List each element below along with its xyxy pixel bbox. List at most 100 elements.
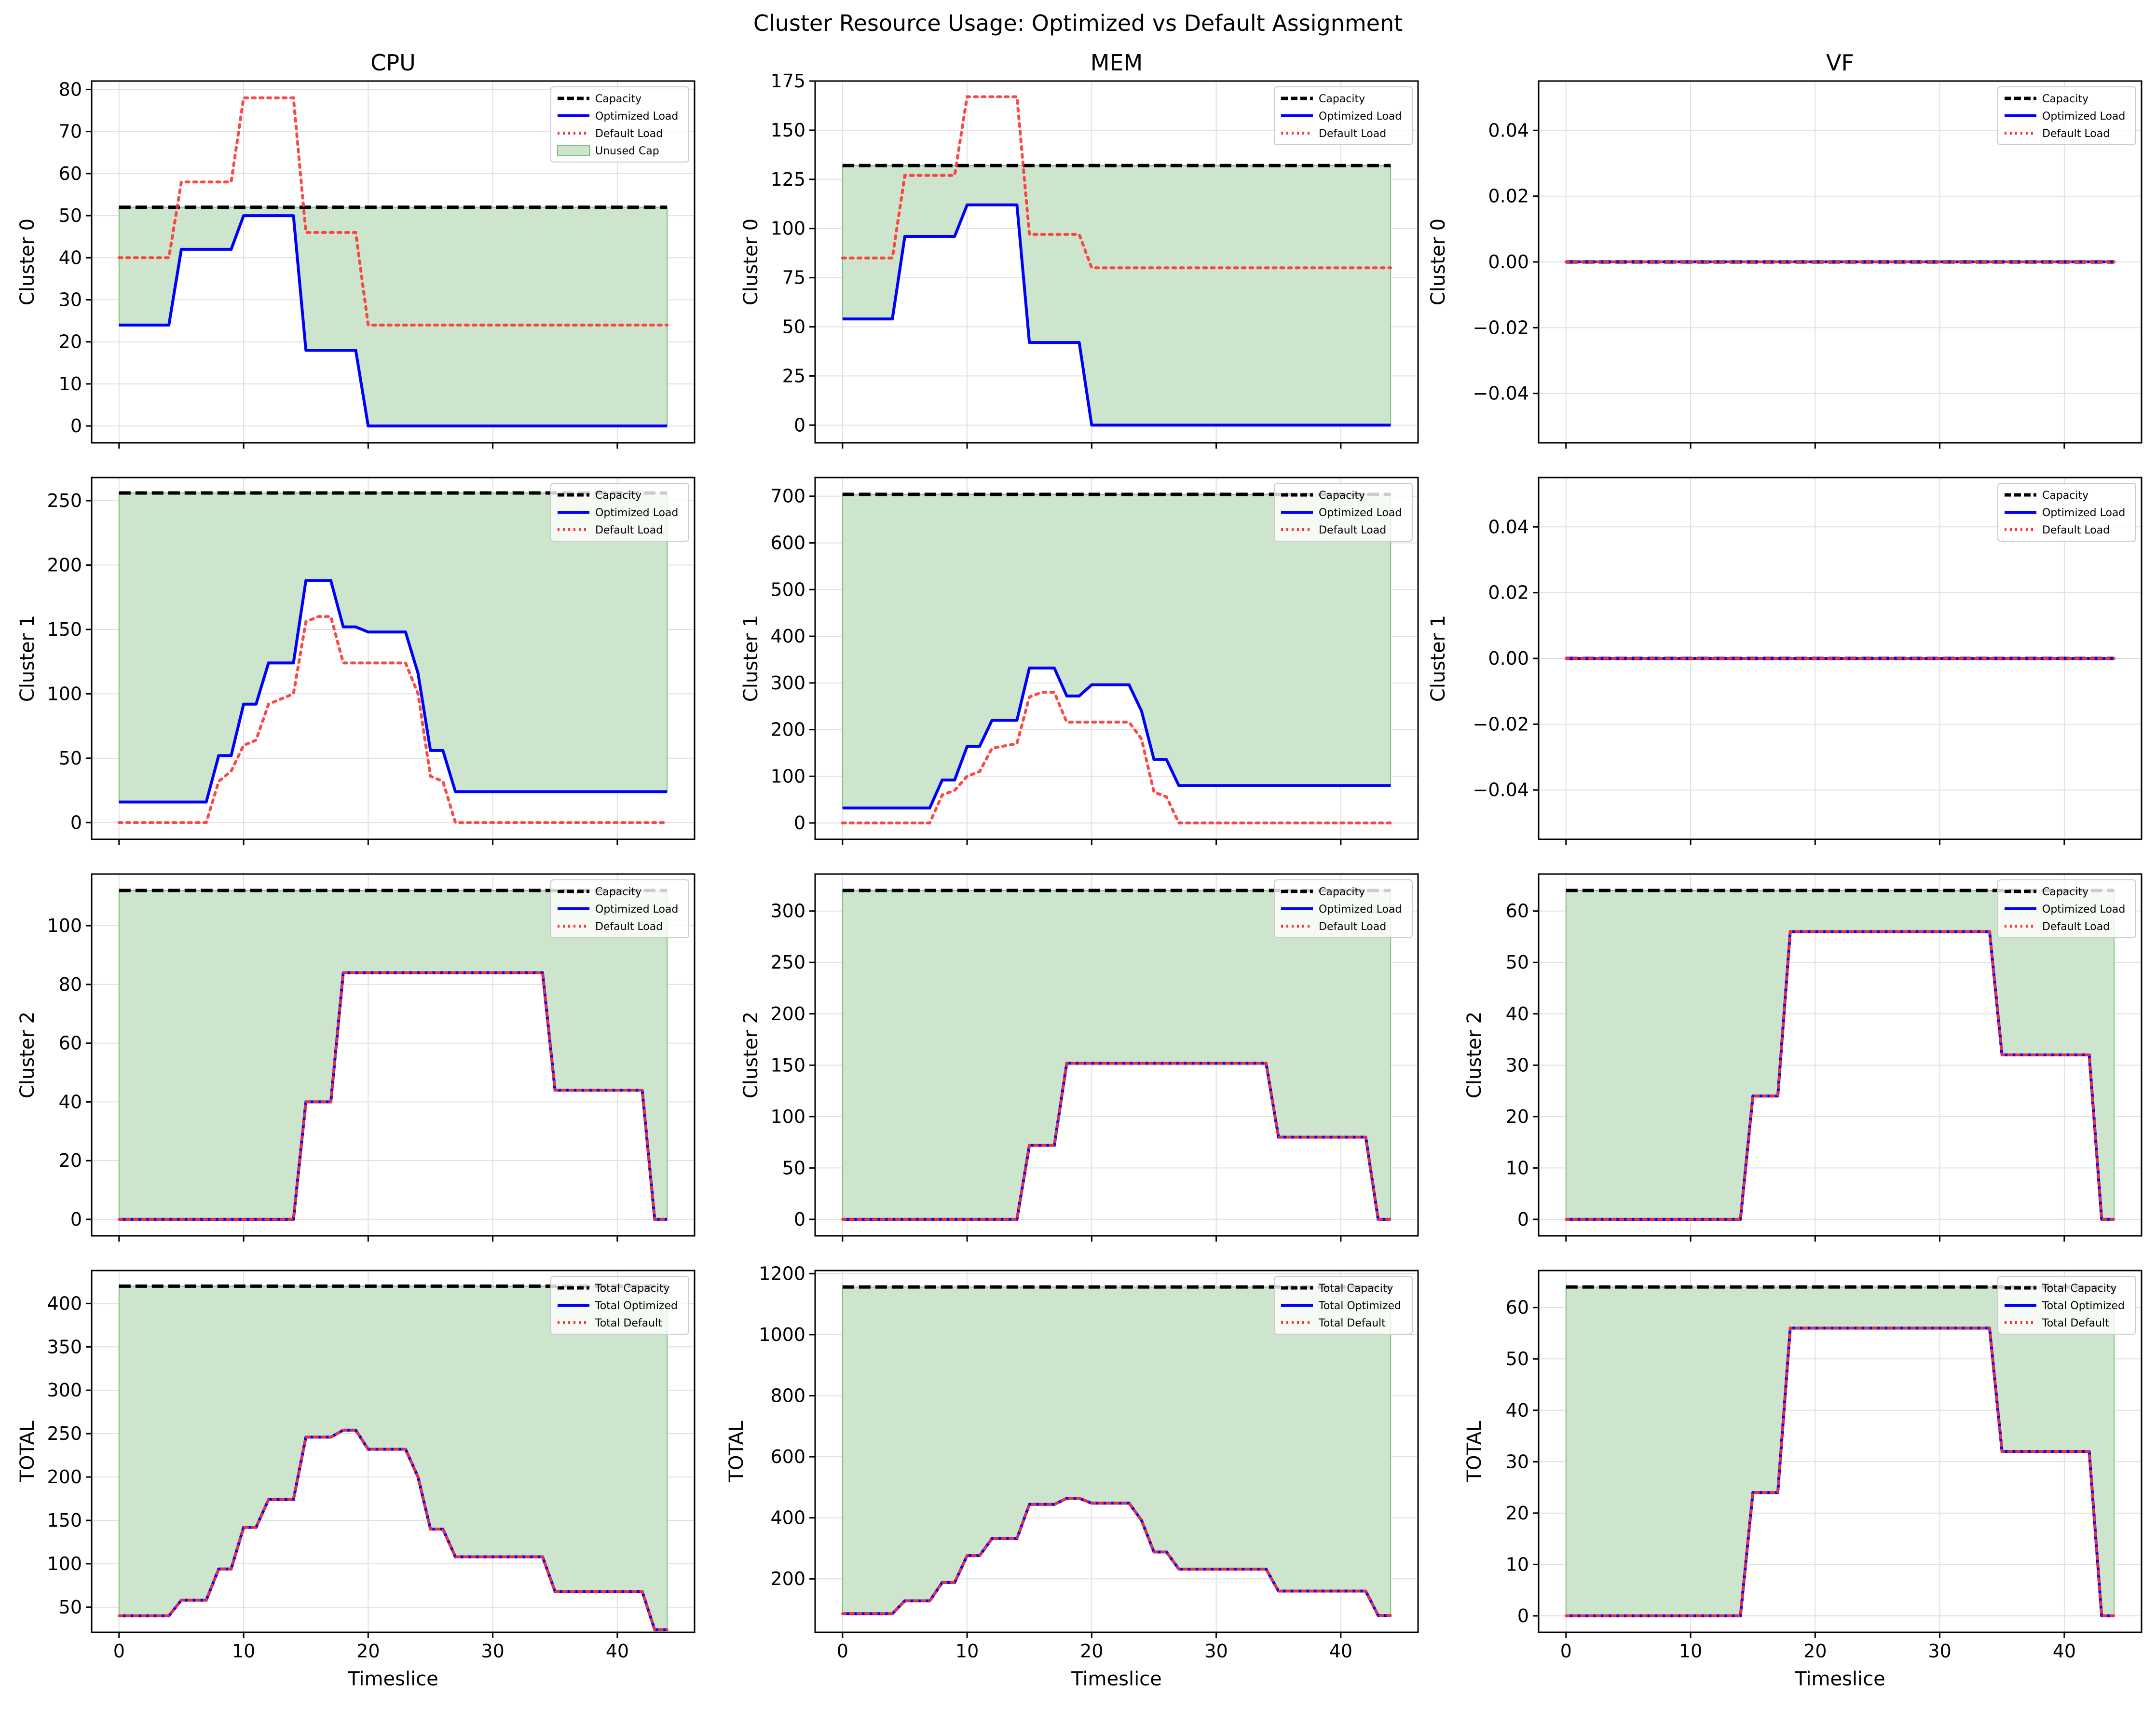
legend-label: Total Capacity — [2042, 1283, 2117, 1295]
x-tick-label: 20 — [1803, 1641, 1827, 1662]
x-axis-label: Timeslice — [1071, 1668, 1162, 1690]
legend: Total Capacity Total Optimized Total Defau… — [1274, 1276, 1413, 1335]
y-tick-label: 100 — [770, 218, 805, 239]
y-tick-label: 20 — [59, 1150, 82, 1171]
default-load-line — [1564, 1326, 2116, 1617]
legend-box — [550, 483, 689, 542]
default-load-line — [841, 1062, 1392, 1221]
y-tick-label: 1000 — [759, 1324, 805, 1345]
y-tick-label: 100 — [770, 766, 805, 787]
legend-label: Unused Cap — [595, 145, 659, 157]
legend-label: Default Load — [595, 524, 663, 536]
x-tick-label: 40 — [2053, 1641, 2076, 1662]
legend-label: Capacity — [2042, 886, 2088, 898]
legend-label: Total Optimized — [595, 1300, 678, 1312]
legend-label: Total Default — [595, 1317, 662, 1329]
y-tick-label: 800 — [770, 1385, 805, 1406]
subplot-cluster-2-mem: 0 50 100 150 200 250 300 Cluster 2 Capacity Optim… — [740, 873, 1419, 1242]
y-tick-label: 0.02 — [1488, 186, 1529, 207]
y-tick-label: 200 — [770, 719, 805, 740]
legend: Capacity Optimized Load Default Load — [1997, 86, 2136, 145]
y-tick-label: 75 — [782, 267, 805, 288]
legend-label: Optimized Load — [1319, 903, 1402, 916]
y-tick-label: 40 — [59, 247, 82, 268]
x-tick-label: 10 — [1679, 1641, 1702, 1662]
x-tick-label: 30 — [1928, 1641, 1951, 1662]
legend-box — [1274, 1276, 1413, 1335]
y-tick-label: 60 — [59, 1033, 82, 1054]
y-tick-label: 20 — [1506, 1503, 1529, 1524]
y-tick-label: 200 — [47, 1466, 82, 1488]
axes-frame — [814, 1270, 1419, 1633]
y-tick-label: 25 — [782, 365, 805, 386]
optimized-load-line — [119, 579, 668, 804]
legend: Capacity Optimized Load Default Load — [1274, 483, 1413, 542]
y-tick-label: 150 — [47, 619, 82, 640]
default-load-line — [841, 95, 1392, 270]
legend-label: Default Load — [1319, 524, 1386, 536]
x-tick-label: 0 — [113, 1641, 125, 1662]
legend: Capacity Optimized Load Default Load — [1274, 879, 1413, 938]
y-tick-label: 60 — [1506, 901, 1529, 922]
y-tick-label: 10 — [59, 373, 82, 395]
x-tick-label: 30 — [1204, 1641, 1228, 1662]
y-tick-label: 0 — [1517, 1209, 1529, 1230]
y-tick-label: 150 — [770, 1054, 805, 1076]
legend-label: Optimized Load — [2042, 110, 2125, 123]
y-tick-label: 125 — [770, 169, 805, 190]
y-tick-label: 50 — [1506, 952, 1529, 973]
subplot-cluster-0-vf: −0.04 −0.02 0.00 0.02 0.04 Cluster 0 VF Capacit… — [1427, 50, 2142, 449]
legend-label: Total Default — [1318, 1317, 1386, 1329]
legend-label: Default Load — [595, 128, 663, 140]
y-tick-label: 20 — [59, 331, 82, 353]
subplot-cluster-0-mem: 0 25 50 75 100 125 150 175 Cluster 0 MEM Capacity O… — [740, 50, 1419, 449]
x-axis-label: Timeslice — [1794, 1668, 1885, 1690]
y-tick-label: 70 — [59, 121, 82, 142]
y-tick-label: 100 — [47, 1553, 82, 1574]
y-tick-label: 0.00 — [1488, 648, 1529, 669]
y-tick-label: 0 — [794, 414, 805, 436]
y-tick-label: 60 — [59, 163, 82, 184]
y-tick-label: 50 — [782, 1157, 805, 1178]
y-tick-label: −0.02 — [1473, 713, 1529, 735]
y-tick-label: 0 — [1517, 1605, 1529, 1627]
y-tick-label: 600 — [770, 1446, 805, 1467]
legend: Total Capacity Total Optimized Total Defau… — [550, 1276, 689, 1335]
subplot-cluster-2-vf: 0 10 20 30 40 50 60 Cluster 2 Capacity Optimized … — [1463, 873, 2142, 1242]
y-tick-label: 300 — [770, 901, 805, 922]
legend-box — [550, 1276, 689, 1335]
legend-label: Optimized Load — [2042, 507, 2125, 519]
legend-label: Capacity — [595, 886, 641, 898]
y-tick-label: 200 — [770, 1568, 805, 1589]
y-axis-label: TOTAL — [1463, 1421, 1486, 1483]
y-tick-label: 80 — [59, 79, 82, 100]
optimized-load-line — [842, 666, 1391, 810]
y-axis-label: Cluster 1 — [1427, 615, 1449, 702]
subplot-grid: 0 10 20 30 40 50 60 70 80 Cluster 0 CPU Capacity Opt… — [16, 50, 2142, 1690]
subplot-cluster-1-cpu: 0 50 100 150 200 250 Cluster 1 Capacity Optimize… — [16, 477, 696, 845]
y-tick-label: 400 — [770, 1507, 805, 1529]
y-tick-label: 400 — [47, 1293, 82, 1314]
axes-frame — [91, 1270, 696, 1633]
legend-label: Total Capacity — [1318, 1283, 1393, 1295]
legend-box — [1274, 879, 1413, 938]
legend: Capacity Optimized Load Default Load — [550, 483, 689, 542]
legend-label: Optimized Load — [595, 110, 678, 123]
legend-label: Optimized Load — [595, 903, 678, 916]
y-axis-label: Cluster 1 — [16, 615, 39, 702]
y-tick-label: 0 — [70, 812, 82, 833]
subplot-total-vf: 0 10 20 30 40 0 10 20 30 40 50 60 TOTAL Timeslice Tota… — [1463, 1270, 2142, 1690]
figure-title: Cluster Resource Usage: Optimized vs Def… — [753, 10, 1403, 36]
y-tick-label: 40 — [1506, 1400, 1529, 1421]
y-tick-label: 200 — [770, 1003, 805, 1025]
default-load-line — [117, 1428, 669, 1631]
legend-label: Total Optimized — [1318, 1300, 1401, 1312]
y-tick-label: −0.04 — [1473, 383, 1529, 404]
legend-label: Optimized Load — [595, 507, 678, 519]
x-tick-label: 30 — [481, 1641, 504, 1662]
y-tick-label: 300 — [770, 672, 805, 694]
y-tick-label: 50 — [59, 205, 82, 226]
y-axis-label: Cluster 0 — [1427, 219, 1449, 305]
y-tick-label: 20 — [1506, 1106, 1529, 1127]
